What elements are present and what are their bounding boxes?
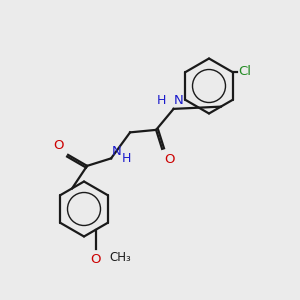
Text: H: H bbox=[157, 94, 167, 107]
Text: N: N bbox=[174, 94, 184, 107]
Text: Cl: Cl bbox=[238, 65, 251, 78]
Text: N: N bbox=[112, 145, 121, 158]
Text: H: H bbox=[122, 152, 131, 165]
Text: O: O bbox=[90, 253, 101, 266]
Text: O: O bbox=[165, 153, 175, 166]
Text: O: O bbox=[54, 140, 64, 152]
Text: CH₃: CH₃ bbox=[110, 251, 131, 264]
